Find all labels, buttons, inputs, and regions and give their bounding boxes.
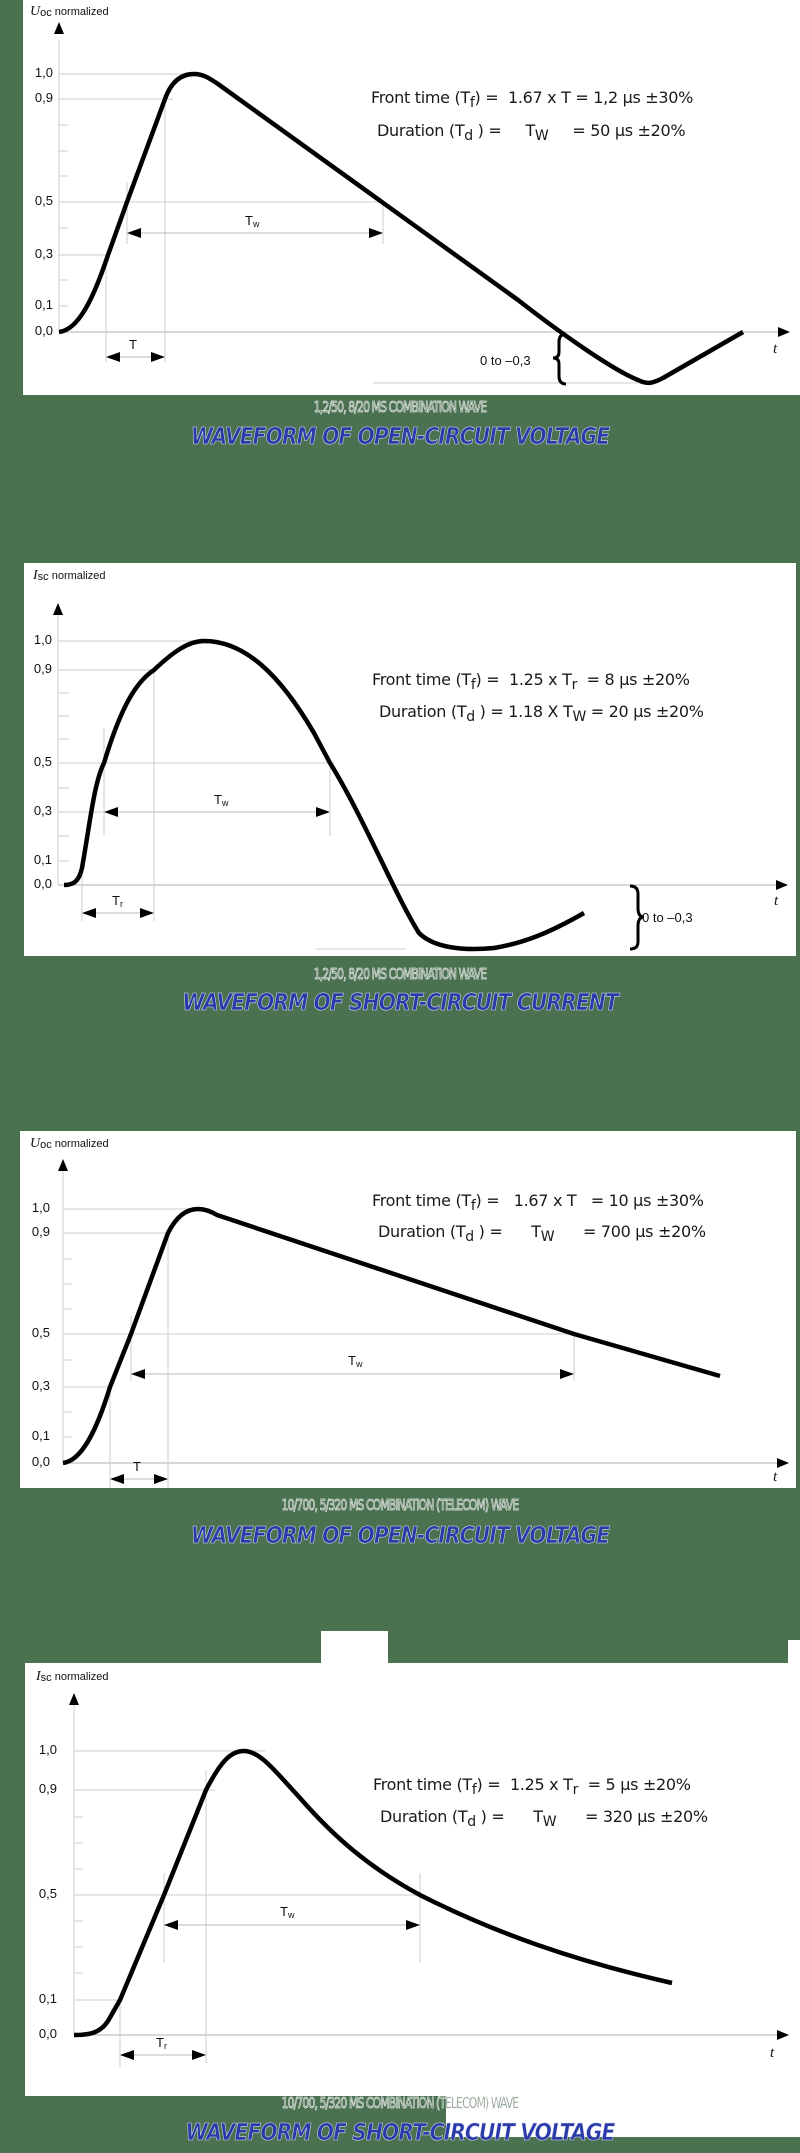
dim-width-label: Tw	[245, 213, 260, 229]
tick-label: 1,0	[38, 1742, 57, 1757]
tick-label: 0,5	[31, 1325, 50, 1340]
x-axis-arrow-icon	[777, 2030, 789, 2040]
tick-label: 0,9	[38, 1781, 57, 1796]
tick-label: 0,3	[34, 246, 53, 261]
caption-subtitle: 1,2/50, 8/20 µs COMBINATION WAVE	[313, 398, 487, 417]
tick-label: 0,3	[33, 803, 52, 818]
tick-label: 1,0	[31, 1200, 50, 1215]
front-time-formula: Front time (Tf) = 1.25 x Tr = 5 µs ±20%	[373, 1775, 691, 1798]
tick-label: 0,1	[33, 852, 52, 867]
caption-title: WAVEFORM OF OPEN-CIRCUIT VOLTAGE	[190, 1523, 611, 1550]
tick-label: 0,9	[33, 661, 52, 676]
dim-width-label: Tw	[348, 1353, 363, 1369]
tick-label: 1,0	[34, 65, 53, 80]
caption-subtitle: 10/700, 5/320 µs COMBINATION (TELECOM) W…	[281, 2094, 519, 2113]
tick-label: 0,5	[33, 754, 52, 769]
y-axis-label: Isc normalized	[36, 1669, 109, 1684]
duration-formula: Duration (Td ) = 1.18 X TW = 20 µs ±20%	[379, 702, 704, 725]
x-axis-label: t	[773, 341, 778, 357]
y-axis-label: Isc normalized	[33, 568, 106, 583]
waveform-plot	[54, 22, 790, 386]
duration-formula: Duration (Td ) = TW = 50 µs ±20%	[377, 121, 686, 144]
x-axis-label: t	[774, 893, 779, 909]
dim-rise-label: Tr	[112, 893, 123, 909]
tick-label: 0,0	[38, 2026, 57, 2041]
front-time-formula: Front time (Tf) = 1.67 x T = 10 µs ±30%	[372, 1191, 704, 1214]
panel-scv-5-320: Isc normalized 1,0 0,9 0,5 0,1 0,0 Front…	[25, 1663, 800, 2096]
dim-rise-label: T	[133, 1459, 141, 1474]
waveform-curve	[63, 638, 586, 952]
tick-label: 0,0	[31, 1454, 50, 1469]
panel-ocv-1-2-50: Uoc normalized 1,0 0,9 0,5 0,3 0,1 0,0 F…	[23, 0, 800, 395]
tick-label: 1,0	[33, 632, 52, 647]
x-axis-arrow-icon	[778, 327, 790, 337]
dim-width-label: Tw	[280, 1904, 295, 1920]
caption-subtitle: 10/700, 5/320 µs COMBINATION (TELECOM) W…	[281, 1496, 519, 1515]
y-axis-label: Uoc normalized	[30, 4, 109, 19]
dim-rise-label: T	[129, 337, 137, 352]
front-time-formula: Front time (Tf) = 1.67 x T = 1,2 µs ±30%	[371, 88, 694, 111]
waveform-plot	[69, 1693, 789, 2068]
panel-scc-8-20: Isc normalized 1,0 0,9 0,5 0,3 0,1 0,0 F…	[24, 563, 796, 956]
y-axis-arrow-icon	[53, 603, 63, 615]
y-axis-label: Uoc normalized	[30, 1136, 109, 1151]
tick-label: 0,3	[31, 1378, 50, 1393]
waveform-plot	[58, 1159, 789, 1488]
x-axis-label: t	[770, 2045, 775, 2061]
waveform-curve	[73, 1748, 673, 2038]
tick-label: 0,1	[38, 1991, 57, 2006]
tick-label: 0,0	[34, 323, 53, 338]
undershoot-label: 0 to –0,3	[642, 910, 693, 925]
tick-label: 0,9	[34, 90, 53, 105]
duration-formula: Duration (Td ) = TW = 320 µs ±20%	[380, 1807, 708, 1830]
waveform-plot	[53, 603, 788, 952]
tick-label: 0,5	[34, 193, 53, 208]
panel-ocv-10-700: Uoc normalized 1,0 0,9 0,5 0,3 0,1 0,0 F…	[20, 1131, 796, 1488]
tick-label: 0,5	[38, 1886, 57, 1901]
tick-label: 0,1	[34, 297, 53, 312]
waveform-curve	[62, 1206, 721, 1466]
x-axis-arrow-icon	[776, 880, 788, 890]
y-axis-arrow-icon	[58, 1159, 68, 1171]
waveform-curve	[58, 71, 745, 386]
tick-label: 0,9	[31, 1224, 50, 1239]
tick-label: 0,1	[31, 1428, 50, 1443]
x-axis-arrow-icon	[777, 1458, 789, 1468]
undershoot-label: 0 to –0,3	[480, 353, 531, 368]
panel-scv-5-320-right	[446, 2096, 800, 2137]
tick-label: 0,0	[33, 876, 52, 891]
caption-title: WAVEFORM OF SHORT-CIRCUIT CURRENT	[182, 990, 619, 1017]
y-axis-arrow-icon	[69, 1693, 79, 1705]
duration-formula: Duration (Td ) = TW = 700 µs ±20%	[378, 1222, 706, 1245]
caption-title: WAVEFORM OF SHORT-CIRCUIT VOLTAGE	[185, 2120, 615, 2147]
dim-width-label: Tw	[214, 792, 229, 808]
x-axis-label: t	[773, 1469, 778, 1485]
caption-subtitle: 1,2/50, 8/20 µs COMBINATION WAVE	[313, 965, 487, 984]
dim-rise-label: Tr	[156, 2035, 167, 2051]
caption-title: WAVEFORM OF OPEN-CIRCUIT VOLTAGE	[190, 424, 611, 451]
front-time-formula: Front time (Tf) = 1.25 x Tr = 8 µs ±20%	[372, 670, 690, 693]
y-axis-arrow-icon	[54, 22, 64, 34]
